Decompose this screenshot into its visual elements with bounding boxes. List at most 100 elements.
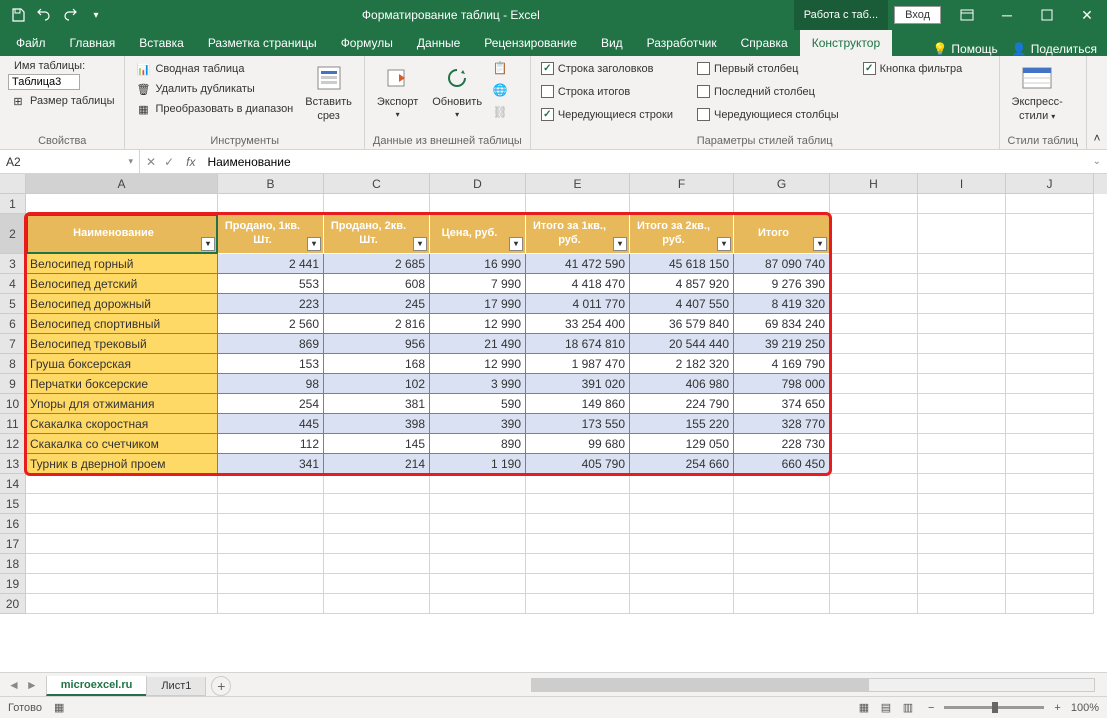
horizontal-scrollbar[interactable] <box>531 678 1095 692</box>
table-data-cell[interactable]: 405 790 <box>526 454 630 474</box>
row-header-17[interactable]: 17 <box>0 534 26 554</box>
ribbon-display-options[interactable] <box>947 0 987 30</box>
table-data-cell[interactable]: 590 <box>430 394 526 414</box>
zoom-slider[interactable] <box>944 706 1044 709</box>
table-data-cell[interactable]: 374 650 <box>734 394 830 414</box>
check-header-row[interactable]: Строка заголовков <box>539 60 675 77</box>
table-data-cell[interactable]: 2 560 <box>218 314 324 334</box>
expand-formula-bar[interactable]: ⌄ <box>1087 156 1107 167</box>
sheet-tab-2[interactable]: Лист1 <box>146 677 206 696</box>
table-data-cell[interactable]: 20 544 440 <box>630 334 734 354</box>
table-name-cell[interactable]: Велосипед детский <box>26 274 218 294</box>
row-header-19[interactable]: 19 <box>0 574 26 594</box>
table-name-cell[interactable]: Велосипед спортивный <box>26 314 218 334</box>
table-data-cell[interactable]: 17 990 <box>430 294 526 314</box>
col-header-I[interactable]: I <box>918 174 1006 194</box>
table-data-cell[interactable]: 328 770 <box>734 414 830 434</box>
row-header-18[interactable]: 18 <box>0 554 26 574</box>
view-page-layout[interactable]: ▤ <box>876 700 896 716</box>
table-data-cell[interactable]: 12 990 <box>430 314 526 334</box>
export-button[interactable]: Экспорт▾ <box>373 60 422 121</box>
save-button[interactable] <box>6 3 30 27</box>
table-data-cell[interactable]: 145 <box>324 434 430 454</box>
macro-record-icon[interactable]: ▦ <box>54 701 64 714</box>
table-name-cell[interactable]: Скакалка скоростная <box>26 414 218 434</box>
col-header-H[interactable]: H <box>830 174 918 194</box>
row-header-2[interactable]: 2 <box>0 214 26 254</box>
zoom-out[interactable]: − <box>928 702 934 714</box>
col-header-B[interactable]: B <box>218 174 324 194</box>
table-data-cell[interactable]: 1 190 <box>430 454 526 474</box>
filter-button[interactable]: ▾ <box>413 237 427 251</box>
zoom-in[interactable]: + <box>1054 702 1060 714</box>
table-header-cell[interactable]: Продано, 1кв. Шт.▾ <box>218 214 324 254</box>
col-header-G[interactable]: G <box>734 174 830 194</box>
table-data-cell[interactable]: 214 <box>324 454 430 474</box>
table-data-cell[interactable]: 1 987 470 <box>526 354 630 374</box>
view-normal[interactable]: ▦ <box>854 700 874 716</box>
formula-input[interactable] <box>201 155 1086 169</box>
tab-file[interactable]: Файл <box>4 30 58 56</box>
table-data-cell[interactable]: 398 <box>324 414 430 434</box>
table-data-cell[interactable]: 341 <box>218 454 324 474</box>
row-header-12[interactable]: 12 <box>0 434 26 454</box>
add-sheet-button[interactable]: + <box>211 676 231 696</box>
row-headers[interactable]: 1234567891011121314151617181920 <box>0 194 26 614</box>
table-data-cell[interactable]: 869 <box>218 334 324 354</box>
check-banded-cols[interactable]: Чередующиеся столбцы <box>695 106 841 123</box>
table-data-cell[interactable]: 224 790 <box>630 394 734 414</box>
table-data-cell[interactable]: 3 990 <box>430 374 526 394</box>
table-name-cell[interactable]: Груша боксерская <box>26 354 218 374</box>
table-data-cell[interactable]: 4 857 920 <box>630 274 734 294</box>
col-header-E[interactable]: E <box>526 174 630 194</box>
table-name-cell[interactable]: Велосипед дорожный <box>26 294 218 314</box>
qat-customize[interactable]: ▾ <box>84 3 108 27</box>
table-data-cell[interactable]: 168 <box>324 354 430 374</box>
col-header-F[interactable]: F <box>630 174 734 194</box>
table-data-cell[interactable]: 102 <box>324 374 430 394</box>
filter-button[interactable]: ▾ <box>613 237 627 251</box>
filter-button[interactable]: ▾ <box>813 237 827 251</box>
row-header-11[interactable]: 11 <box>0 414 26 434</box>
view-page-break[interactable]: ▥ <box>898 700 918 716</box>
table-data-cell[interactable]: 391 020 <box>526 374 630 394</box>
tab-home[interactable]: Главная <box>58 30 128 56</box>
table-data-cell[interactable]: 36 579 840 <box>630 314 734 334</box>
table-data-cell[interactable]: 223 <box>218 294 324 314</box>
table-data-cell[interactable]: 7 990 <box>430 274 526 294</box>
table-data-cell[interactable]: 173 550 <box>526 414 630 434</box>
worksheet-grid[interactable]: ABCDEFGHIJ 12345678910111213141516171819… <box>0 174 1107 674</box>
table-data-cell[interactable]: 8 419 320 <box>734 294 830 314</box>
table-data-cell[interactable]: 553 <box>218 274 324 294</box>
table-header-cell[interactable]: Итого за 2кв., руб.▾ <box>630 214 734 254</box>
table-data-cell[interactable]: 129 050 <box>630 434 734 454</box>
col-header-D[interactable]: D <box>430 174 526 194</box>
tab-formulas[interactable]: Формулы <box>329 30 405 56</box>
sheet-nav-next[interactable]: ► <box>26 678 38 692</box>
row-header-5[interactable]: 5 <box>0 294 26 314</box>
check-banded-rows[interactable]: Чередующиеся строки <box>539 106 675 123</box>
table-name-cell[interactable]: Турник в дверной проем <box>26 454 218 474</box>
table-data-cell[interactable]: 45 618 150 <box>630 254 734 274</box>
table-data-cell[interactable]: 18 674 810 <box>526 334 630 354</box>
table-data-cell[interactable]: 608 <box>324 274 430 294</box>
tab-help[interactable]: Справка <box>729 30 800 56</box>
row-header-4[interactable]: 4 <box>0 274 26 294</box>
fx-icon[interactable]: fx <box>180 155 201 169</box>
table-name-cell[interactable]: Велосипед горный <box>26 254 218 274</box>
table-name-cell[interactable]: Скакалка со счетчиком <box>26 434 218 454</box>
cancel-formula-icon[interactable]: ✕ <box>146 155 156 169</box>
close-button[interactable]: ✕ <box>1067 0 1107 30</box>
redo-button[interactable] <box>58 3 82 27</box>
table-data-cell[interactable]: 2 816 <box>324 314 430 334</box>
table-data-cell[interactable]: 21 490 <box>430 334 526 354</box>
row-header-16[interactable]: 16 <box>0 514 26 534</box>
resize-table-button[interactable]: ⊞Размер таблицы <box>8 92 116 110</box>
table-data-cell[interactable]: 98 <box>218 374 324 394</box>
table-data-cell[interactable]: 406 980 <box>630 374 734 394</box>
row-header-20[interactable]: 20 <box>0 594 26 614</box>
minimize-button[interactable]: ─ <box>987 0 1027 30</box>
quick-styles-button[interactable]: Экспресс- стили ▾ <box>1008 60 1067 124</box>
table-data-cell[interactable]: 16 990 <box>430 254 526 274</box>
table-data-cell[interactable]: 4 011 770 <box>526 294 630 314</box>
